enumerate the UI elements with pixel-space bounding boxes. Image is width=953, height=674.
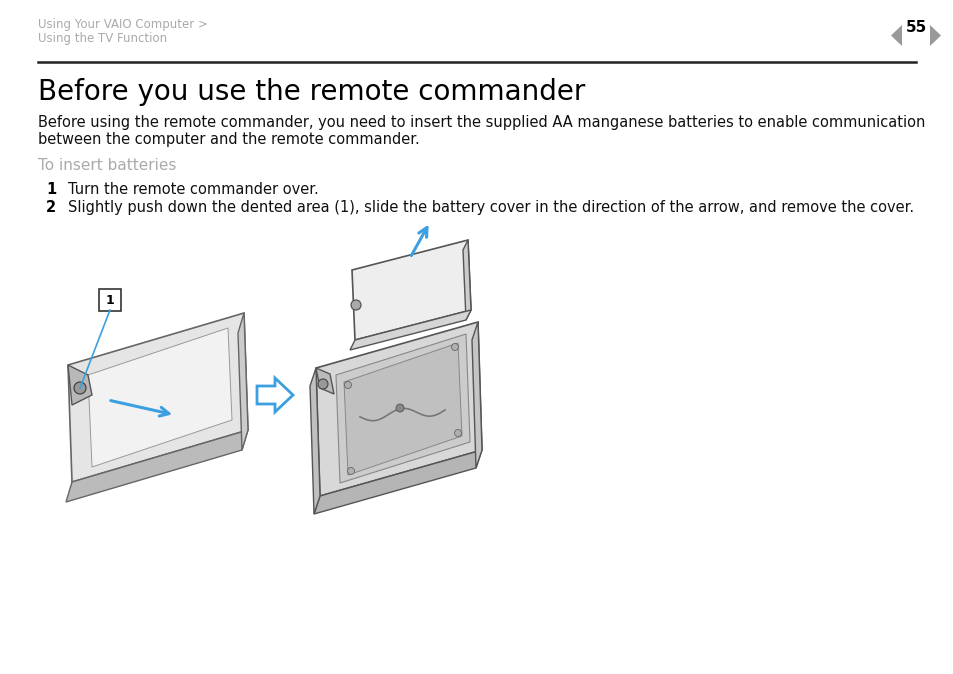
- Polygon shape: [66, 430, 248, 502]
- Text: To insert batteries: To insert batteries: [38, 158, 176, 173]
- Circle shape: [454, 429, 461, 437]
- Polygon shape: [352, 240, 471, 340]
- Polygon shape: [310, 368, 319, 514]
- Polygon shape: [472, 322, 481, 468]
- Polygon shape: [68, 313, 248, 482]
- Polygon shape: [314, 450, 481, 514]
- Text: Slightly push down the dented area (1), slide the battery cover in the direction: Slightly push down the dented area (1), …: [68, 200, 913, 215]
- Text: 55: 55: [904, 20, 925, 35]
- Polygon shape: [929, 25, 940, 46]
- Text: 1: 1: [46, 182, 56, 197]
- Polygon shape: [315, 368, 334, 394]
- Circle shape: [451, 344, 458, 350]
- Polygon shape: [88, 328, 232, 467]
- Polygon shape: [68, 365, 91, 405]
- Circle shape: [395, 404, 403, 412]
- Text: Using the TV Function: Using the TV Function: [38, 32, 167, 45]
- Polygon shape: [335, 334, 470, 483]
- Text: Using Your VAIO Computer >: Using Your VAIO Computer >: [38, 18, 208, 31]
- Polygon shape: [344, 343, 461, 475]
- Text: Before using the remote commander, you need to insert the supplied AA manganese : Before using the remote commander, you n…: [38, 115, 924, 130]
- Circle shape: [347, 468, 355, 474]
- Circle shape: [351, 300, 360, 310]
- Circle shape: [317, 379, 328, 389]
- FancyBboxPatch shape: [99, 289, 121, 311]
- Polygon shape: [890, 25, 901, 46]
- Text: Turn the remote commander over.: Turn the remote commander over.: [68, 182, 318, 197]
- Polygon shape: [350, 310, 471, 350]
- Circle shape: [344, 381, 351, 388]
- Polygon shape: [256, 378, 293, 412]
- Text: 1: 1: [106, 293, 114, 307]
- Circle shape: [74, 382, 86, 394]
- Polygon shape: [462, 240, 471, 320]
- Text: Before you use the remote commander: Before you use the remote commander: [38, 78, 585, 106]
- Text: 2: 2: [46, 200, 56, 215]
- Polygon shape: [237, 313, 248, 450]
- Text: between the computer and the remote commander.: between the computer and the remote comm…: [38, 132, 419, 147]
- Polygon shape: [315, 322, 481, 496]
